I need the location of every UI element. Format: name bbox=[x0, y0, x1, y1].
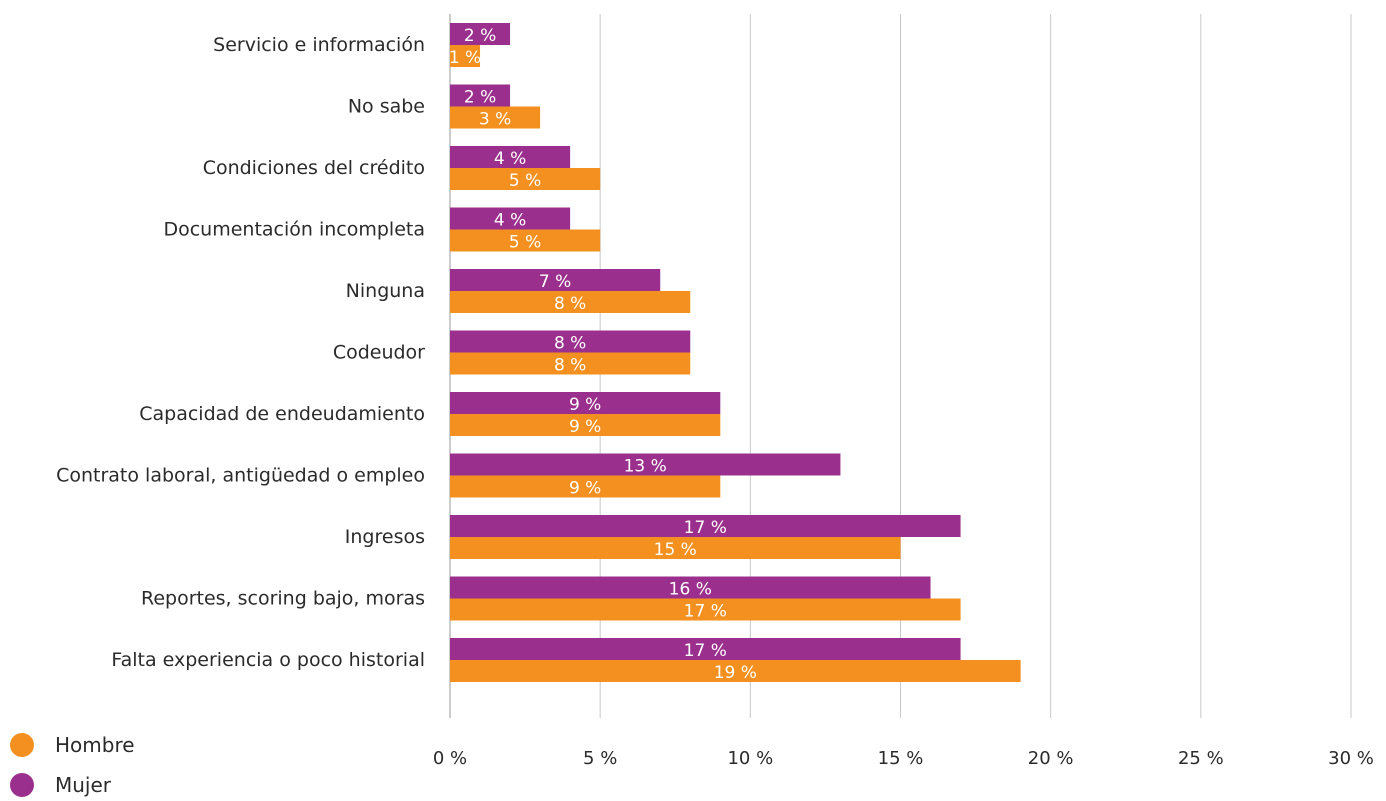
category-labels: Servicio e información No sabe Condiciones… bbox=[56, 34, 425, 671]
data-label: 2 % bbox=[464, 26, 496, 46]
bar-mujer bbox=[450, 330, 691, 353]
bar-hombre bbox=[450, 291, 691, 313]
category-label: Reportes, scoring bajo, moras bbox=[141, 588, 425, 610]
data-label: 16 % bbox=[669, 580, 712, 600]
data-label: 9 % bbox=[569, 417, 601, 437]
bar-mujer bbox=[450, 453, 841, 476]
data-label: 5 % bbox=[509, 171, 541, 191]
data-label: 9 % bbox=[569, 395, 601, 415]
x-tick-label: 30 % bbox=[1328, 748, 1374, 769]
category-label: Falta experiencia o poco historial bbox=[111, 649, 425, 671]
bar-mujer bbox=[450, 638, 961, 660]
category-label: Ingresos bbox=[345, 526, 425, 548]
bar-hombre bbox=[450, 352, 691, 375]
data-label: 15 % bbox=[654, 540, 697, 560]
category-label: No sabe bbox=[348, 96, 425, 118]
data-label: 4 % bbox=[494, 149, 526, 169]
bars: 2 %1 %2 %3 %4 %5 %4 %5 %7 %8 %8 %8 %9 %9… bbox=[449, 23, 1021, 683]
x-tick-label: 20 % bbox=[1028, 748, 1074, 769]
category-label: Documentación incompleta bbox=[163, 219, 425, 241]
legend-label: Hombre bbox=[55, 733, 135, 757]
data-label: 17 % bbox=[684, 602, 727, 622]
bar-hombre bbox=[450, 475, 721, 498]
x-tick-label: 5 % bbox=[583, 748, 617, 769]
bar-hombre bbox=[450, 414, 721, 436]
bar-hombre bbox=[450, 45, 481, 67]
bar-mujer bbox=[450, 269, 661, 291]
data-label: 8 % bbox=[554, 356, 586, 376]
data-label: 17 % bbox=[684, 641, 727, 661]
bar-hombre bbox=[450, 229, 601, 252]
data-label: 17 % bbox=[684, 518, 727, 538]
data-label: 8 % bbox=[554, 294, 586, 314]
x-tick-label: 15 % bbox=[878, 748, 924, 769]
x-tick-label: 0 % bbox=[433, 748, 467, 769]
bar-mujer bbox=[450, 23, 511, 45]
data-label: 7 % bbox=[539, 272, 571, 292]
category-label: Servicio e información bbox=[213, 34, 425, 56]
bar-hombre bbox=[450, 106, 541, 129]
bar-mujer bbox=[450, 515, 961, 537]
legend-swatch bbox=[10, 773, 34, 797]
data-label: 5 % bbox=[509, 233, 541, 253]
data-label: 4 % bbox=[494, 211, 526, 231]
bar-mujer bbox=[450, 576, 931, 599]
data-label: 13 % bbox=[624, 457, 667, 477]
legend-swatch bbox=[10, 733, 34, 757]
data-label: 2 % bbox=[464, 88, 496, 108]
legend-label: Mujer bbox=[55, 773, 112, 797]
data-label: 1 % bbox=[449, 48, 481, 68]
bar-hombre bbox=[450, 660, 1021, 682]
data-label: 3 % bbox=[479, 110, 511, 130]
x-tick-label: 25 % bbox=[1178, 748, 1224, 769]
bar-mujer bbox=[450, 146, 571, 168]
data-label: 8 % bbox=[554, 334, 586, 354]
bar-mujer bbox=[450, 84, 511, 107]
legend: Hombre Mujer bbox=[10, 733, 135, 797]
grid-lines bbox=[449, 14, 1352, 718]
category-label: Condiciones del crédito bbox=[203, 157, 425, 179]
category-label: Contrato laboral, antigüedad o empleo bbox=[56, 465, 425, 487]
data-label: 19 % bbox=[714, 663, 757, 683]
category-label: Capacidad de endeudamiento bbox=[139, 403, 425, 425]
bar-hombre bbox=[450, 598, 961, 621]
bar-hombre bbox=[450, 537, 901, 559]
bar-mujer bbox=[450, 207, 571, 230]
category-label: Codeudor bbox=[333, 342, 425, 364]
x-axis-ticks: 0 % 5 % 10 % 15 % 20 % 25 % 30 % bbox=[433, 748, 1374, 769]
bar-hombre bbox=[450, 168, 601, 190]
data-label: 9 % bbox=[569, 479, 601, 499]
x-tick-label: 10 % bbox=[727, 748, 773, 769]
category-label: Ninguna bbox=[346, 280, 425, 302]
bar-mujer bbox=[450, 392, 721, 414]
